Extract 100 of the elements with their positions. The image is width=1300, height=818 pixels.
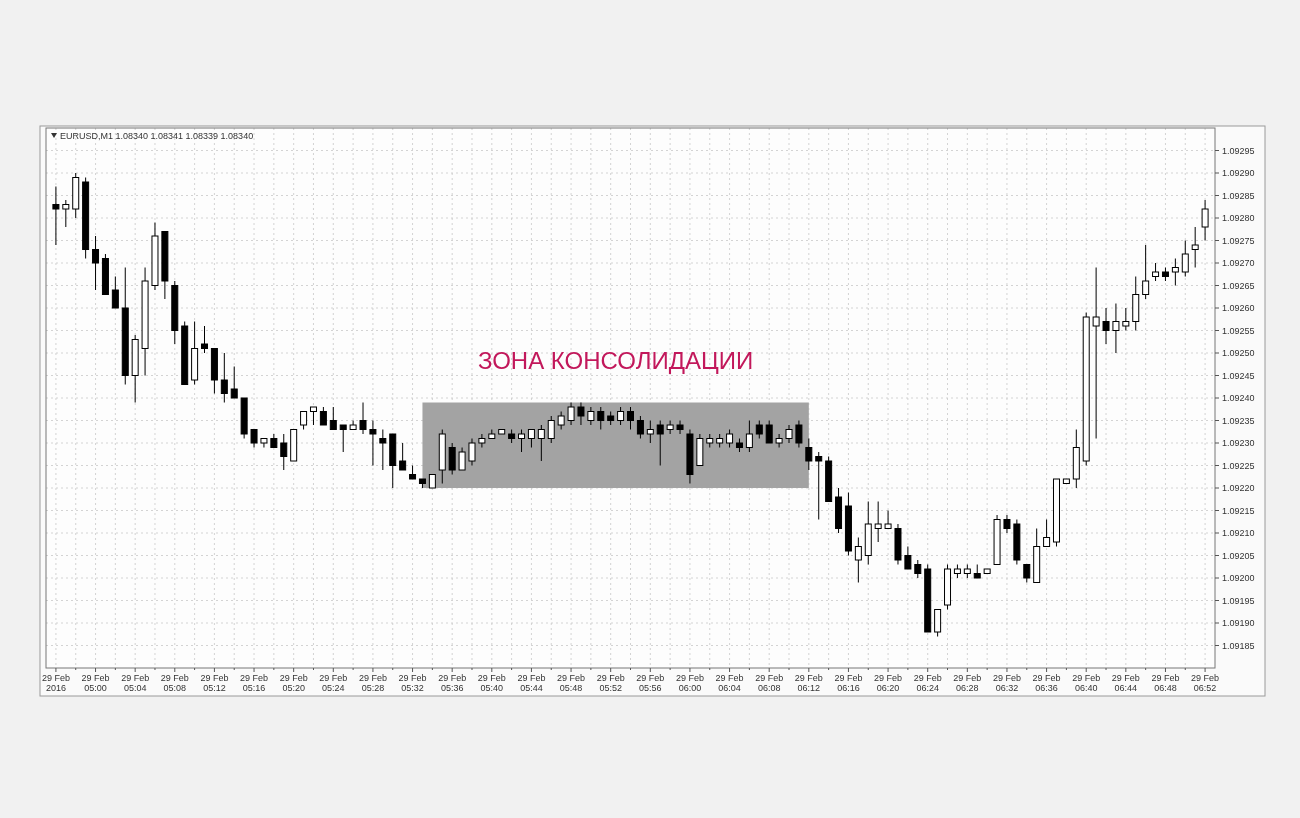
candlestick bbox=[597, 406, 605, 430]
y-tick-label: 1.09225 bbox=[1222, 460, 1255, 471]
candlestick bbox=[854, 537, 862, 583]
candlestick bbox=[874, 501, 882, 543]
x-tick-label: 29 Feb 05:04 bbox=[121, 673, 150, 693]
candlestick bbox=[379, 429, 387, 471]
candlestick bbox=[805, 438, 813, 471]
x-tick-label: 29 Feb 2016 bbox=[41, 673, 70, 693]
x-tick-label: 29 Feb 05:08 bbox=[160, 673, 189, 693]
x-tick-label: 29 Feb 05:48 bbox=[557, 673, 586, 693]
candlestick bbox=[934, 609, 942, 637]
candlestick bbox=[745, 420, 753, 453]
candlestick bbox=[1112, 303, 1120, 354]
y-tick-label: 1.09270 bbox=[1222, 258, 1255, 268]
y-tick-label: 1.09265 bbox=[1222, 280, 1255, 291]
candlestick bbox=[547, 415, 555, 444]
x-tick-label: 29 Feb 06:40 bbox=[1072, 673, 1101, 693]
y-tick-label: 1.09285 bbox=[1222, 190, 1255, 201]
x-tick-label: 29 Feb 06:16 bbox=[834, 673, 863, 693]
y-tick-label: 1.09215 bbox=[1222, 505, 1255, 516]
x-tick-label: 29 Feb 06:12 bbox=[794, 673, 823, 693]
candlestick bbox=[1043, 519, 1051, 547]
candlestick bbox=[448, 442, 456, 475]
candlestick bbox=[1122, 307, 1130, 331]
x-tick-label: 29 Feb 05:12 bbox=[200, 673, 229, 693]
x-tick-label: 29 Feb 06:04 bbox=[715, 673, 744, 693]
candlestick bbox=[1181, 240, 1189, 277]
x-tick-label: 29 Feb 06:08 bbox=[755, 673, 784, 693]
y-tick-label: 1.09255 bbox=[1222, 325, 1255, 336]
candlestick bbox=[627, 406, 634, 430]
y-tick-label: 1.09260 bbox=[1222, 303, 1255, 313]
candlestick bbox=[280, 433, 288, 471]
annotation: EURUSD,M1 1.08340 1.08341 1.08339 1.08340 bbox=[60, 131, 254, 141]
y-tick-label: 1.09205 bbox=[1222, 550, 1255, 561]
candlestick bbox=[1092, 267, 1100, 439]
candlestick bbox=[339, 424, 347, 453]
candlestick bbox=[220, 352, 228, 403]
x-tick-label: 29 Feb 06:36 bbox=[1032, 673, 1061, 693]
x-tick-label: 29 Feb 06:52 bbox=[1191, 673, 1220, 693]
x-tick-label: 29 Feb 06:48 bbox=[1151, 673, 1180, 693]
candlestick bbox=[201, 325, 209, 354]
candlestick bbox=[815, 451, 823, 520]
candlestick bbox=[676, 420, 684, 435]
candlestick bbox=[62, 199, 70, 228]
y-tick-label: 1.09245 bbox=[1222, 370, 1255, 381]
candlestick bbox=[666, 420, 674, 435]
candlestick bbox=[636, 415, 644, 439]
x-tick-label: 29 Feb 06:44 bbox=[1111, 673, 1140, 693]
candlestick bbox=[359, 402, 367, 435]
candlestick bbox=[656, 420, 664, 466]
x-tick-label: 29 Feb 05:24 bbox=[319, 673, 348, 693]
y-tick-label: 1.09290 bbox=[1222, 168, 1255, 178]
candlestick bbox=[765, 420, 773, 444]
y-tick-label: 1.09190 bbox=[1222, 618, 1255, 628]
candlestick bbox=[468, 438, 476, 466]
candlestick bbox=[399, 442, 407, 471]
x-tick-label: 29 Feb 05:20 bbox=[279, 673, 308, 693]
candlestick bbox=[1102, 307, 1110, 345]
candlestick bbox=[904, 546, 912, 570]
candlestick bbox=[567, 402, 575, 426]
y-tick-label: 1.09235 bbox=[1222, 415, 1255, 426]
y-tick-label: 1.09280 bbox=[1222, 213, 1255, 223]
candlestick bbox=[518, 429, 526, 453]
candlestick bbox=[478, 433, 486, 448]
x-tick-label: 29 Feb 05:28 bbox=[358, 673, 387, 693]
candlestick bbox=[1201, 199, 1209, 241]
y-tick-label: 1.09275 bbox=[1222, 235, 1255, 246]
x-tick-label: 29 Feb 05:40 bbox=[477, 673, 506, 693]
candlestick bbox=[230, 366, 238, 399]
y-tick-label: 1.09295 bbox=[1222, 145, 1255, 156]
candlestick bbox=[646, 420, 654, 444]
candlestick bbox=[329, 406, 337, 430]
y-tick-label: 1.09195 bbox=[1222, 595, 1255, 606]
candlestick bbox=[369, 420, 377, 466]
x-tick-label: 29 Feb 05:16 bbox=[240, 673, 269, 693]
y-tick-label: 1.09240 bbox=[1222, 393, 1255, 403]
x-tick-label: 29 Feb 06:24 bbox=[913, 673, 942, 693]
x-tick-label: 29 Feb 06:00 bbox=[675, 673, 704, 693]
candlestick bbox=[458, 447, 466, 471]
x-tick-label: 29 Feb 05:00 bbox=[81, 673, 110, 693]
y-tick-label: 1.09210 bbox=[1222, 528, 1255, 538]
x-tick-label: 29 Feb 05:44 bbox=[517, 673, 546, 693]
candlestick bbox=[775, 433, 783, 448]
y-tick-label: 1.09185 bbox=[1222, 640, 1255, 651]
y-tick-label: 1.09230 bbox=[1222, 438, 1255, 448]
x-tick-label: 29 Feb 05:56 bbox=[636, 673, 665, 693]
candlestick bbox=[1191, 226, 1199, 268]
candlestick bbox=[795, 420, 803, 448]
x-tick-label: 29 Feb 06:32 bbox=[992, 673, 1021, 693]
candlestick bbox=[884, 510, 892, 529]
candlestick bbox=[111, 276, 119, 309]
y-tick-label: 1.09200 bbox=[1222, 573, 1255, 583]
y-tick-label: 1.09250 bbox=[1222, 348, 1255, 358]
candlestick bbox=[1171, 258, 1179, 286]
band-label: ЗОНА КОНСОЛИДАЦИИ bbox=[477, 346, 754, 374]
candlestick bbox=[92, 235, 100, 291]
x-tick-label: 29 Feb 05:32 bbox=[398, 673, 427, 693]
x-tick-label: 29 Feb 05:36 bbox=[438, 673, 467, 693]
x-tick-label: 29 Feb 06:20 bbox=[874, 673, 903, 693]
candlestick bbox=[537, 424, 545, 462]
